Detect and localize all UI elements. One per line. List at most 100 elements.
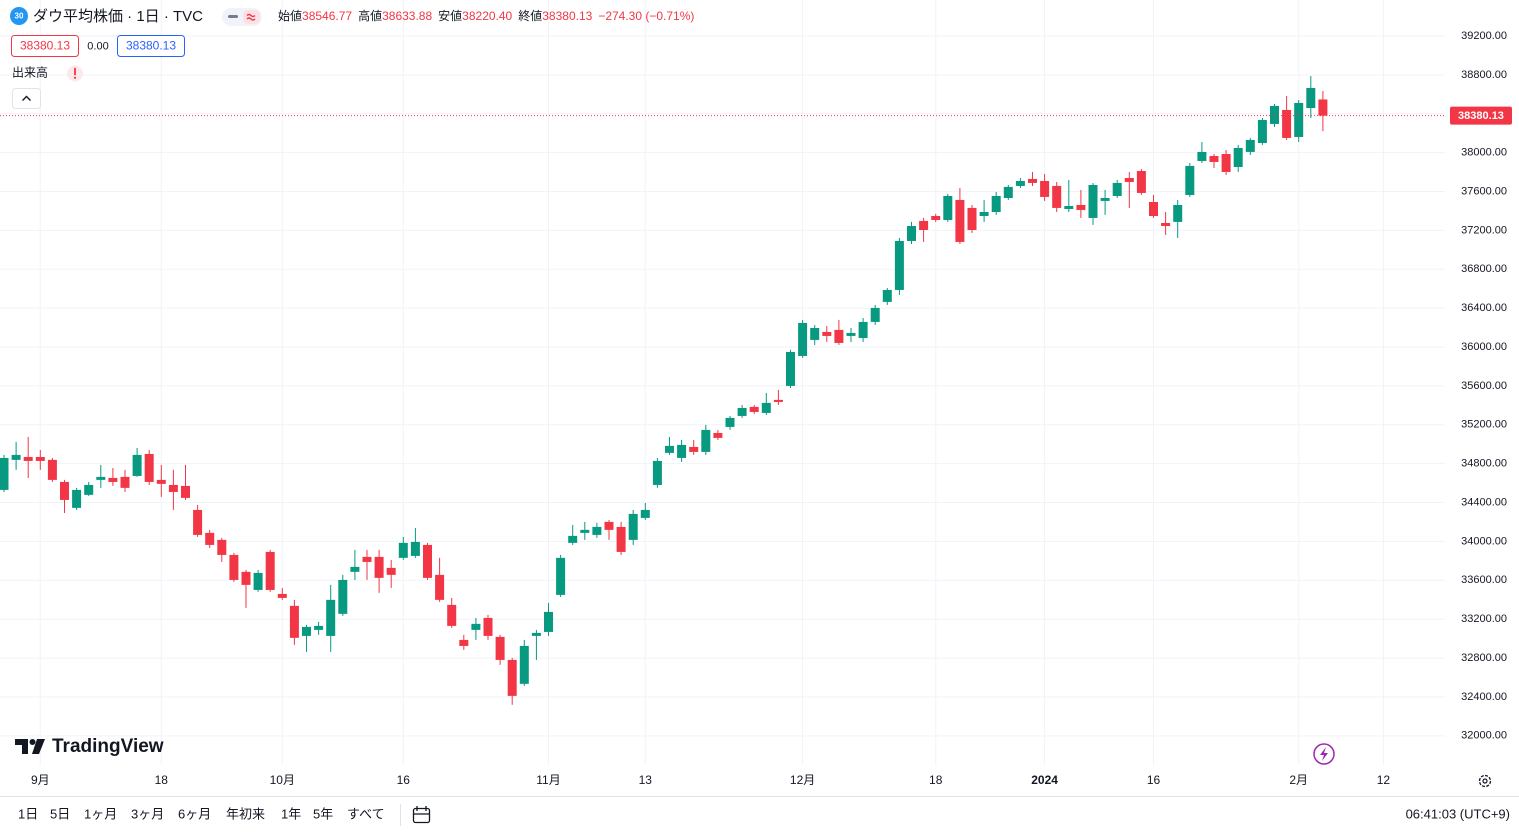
candle-body	[471, 623, 481, 630]
candle-body	[519, 645, 529, 684]
clock[interactable]: 06:41:03 (UTC+9)	[1406, 806, 1510, 821]
candle-body	[882, 289, 892, 302]
goto-date-button[interactable]	[412, 807, 431, 824]
candle-body	[1040, 180, 1050, 197]
y-tick-label: 35600.00	[1461, 380, 1507, 392]
candle-body	[616, 526, 626, 552]
candle-body	[689, 446, 699, 452]
candle-body	[60, 481, 69, 500]
ohlc-label: 高値	[358, 8, 382, 23]
candle-body	[580, 529, 590, 533]
y-tick-label: 36000.00	[1461, 341, 1507, 353]
y-tick-label: 34000.00	[1461, 535, 1507, 547]
ohlc-label: 安値	[438, 8, 462, 23]
candle-body	[1318, 99, 1328, 116]
range-button[interactable]: 6ヶ月	[178, 806, 211, 821]
candle-body	[640, 509, 650, 518]
candle-body	[1112, 182, 1122, 196]
ohlc-label: 始値	[278, 8, 302, 23]
candle-body	[217, 539, 227, 555]
candle-body	[556, 557, 566, 595]
candle-body	[798, 322, 808, 356]
x-tick-label: 9月	[31, 773, 50, 787]
x-tick-label: 11月	[536, 773, 560, 787]
range-button[interactable]: すべて	[347, 806, 385, 821]
grid	[0, 0, 1445, 765]
candle-body	[701, 429, 711, 452]
candle-body	[1100, 198, 1110, 201]
candle-body	[749, 406, 759, 412]
candle-body	[1294, 102, 1304, 137]
settings-icon-center	[1482, 778, 1488, 784]
candle-body	[374, 556, 384, 578]
candle-body	[761, 402, 771, 413]
x-tick-label: 12月	[790, 773, 815, 787]
y-tick-label: 36400.00	[1461, 302, 1507, 314]
candle-body	[1209, 156, 1219, 162]
collapse-chevron	[22, 95, 31, 101]
candle-body	[326, 599, 336, 636]
ohlc-legend: 始値38546.77 高値38633.88 安値38220.40 終値38380.13…	[278, 8, 694, 23]
range-button[interactable]: 1年	[281, 806, 301, 821]
candle-body	[314, 625, 324, 630]
candle-body	[1185, 165, 1195, 195]
range-button[interactable]: 1ヶ月	[84, 806, 117, 821]
candle-body	[1124, 177, 1134, 182]
candle-body	[907, 226, 916, 241]
range-button[interactable]: 1日	[18, 806, 38, 821]
collapse-button[interactable]	[12, 88, 41, 109]
logo-text[interactable]: TradingView	[52, 736, 164, 757]
logo-mark-slash	[32, 739, 45, 754]
candle-body	[386, 567, 396, 575]
range-button[interactable]: 年初来	[226, 806, 265, 821]
candle-body	[132, 454, 142, 476]
candle-body	[0, 457, 9, 490]
candle-body	[459, 639, 469, 646]
sell-price[interactable]: 38380.13	[20, 39, 70, 53]
candle-body	[1306, 87, 1316, 108]
y-tick-label: 36800.00	[1461, 263, 1507, 275]
x-tick-label: 18	[155, 773, 169, 787]
candle-body	[1149, 201, 1158, 216]
candle-body	[943, 195, 953, 220]
candle-body	[120, 476, 130, 488]
candle-body	[241, 571, 251, 585]
candle-body	[544, 611, 553, 632]
ohlc-value: 38546.77	[302, 9, 352, 23]
range-button[interactable]: 3ヶ月	[131, 806, 164, 821]
candle-body	[725, 417, 735, 427]
candle-body	[1270, 105, 1279, 124]
candle-body	[955, 199, 965, 242]
candle-body	[894, 240, 904, 290]
ohlc-label: 終値	[518, 8, 542, 23]
sell-box[interactable]	[11, 35, 79, 57]
range-button[interactable]: 5日	[50, 806, 70, 821]
candle-body	[1136, 170, 1146, 193]
candle-body	[773, 399, 783, 402]
candle-body	[193, 509, 203, 535]
candle-body	[677, 444, 687, 458]
settings-button[interactable]	[1478, 774, 1492, 788]
candle-body	[870, 307, 880, 322]
y-tick-label: 32400.00	[1461, 691, 1507, 703]
last-price-label: 38380.13	[1458, 110, 1504, 122]
indicator-name[interactable]: 出来高	[12, 66, 48, 80]
symbol-title[interactable]: ダウ平均株価 · 1日 · TVC	[33, 8, 203, 25]
range-button[interactable]: 5年	[313, 806, 333, 821]
ohlc-change: −274.30 (−0.71%)	[598, 9, 694, 23]
candle-body	[181, 485, 190, 498]
logo-mark	[15, 739, 28, 754]
y-tick-label: 32000.00	[1461, 730, 1507, 742]
buy-box[interactable]	[117, 35, 185, 57]
candle-body	[72, 489, 82, 508]
y-tick-label: 38800.00	[1461, 69, 1507, 81]
ohlc-value: 38220.40	[462, 9, 512, 23]
candle-body	[289, 605, 299, 638]
buy-price[interactable]: 38380.13	[126, 39, 176, 53]
candle-body	[302, 626, 311, 636]
y-tick-label: 37200.00	[1461, 224, 1507, 236]
